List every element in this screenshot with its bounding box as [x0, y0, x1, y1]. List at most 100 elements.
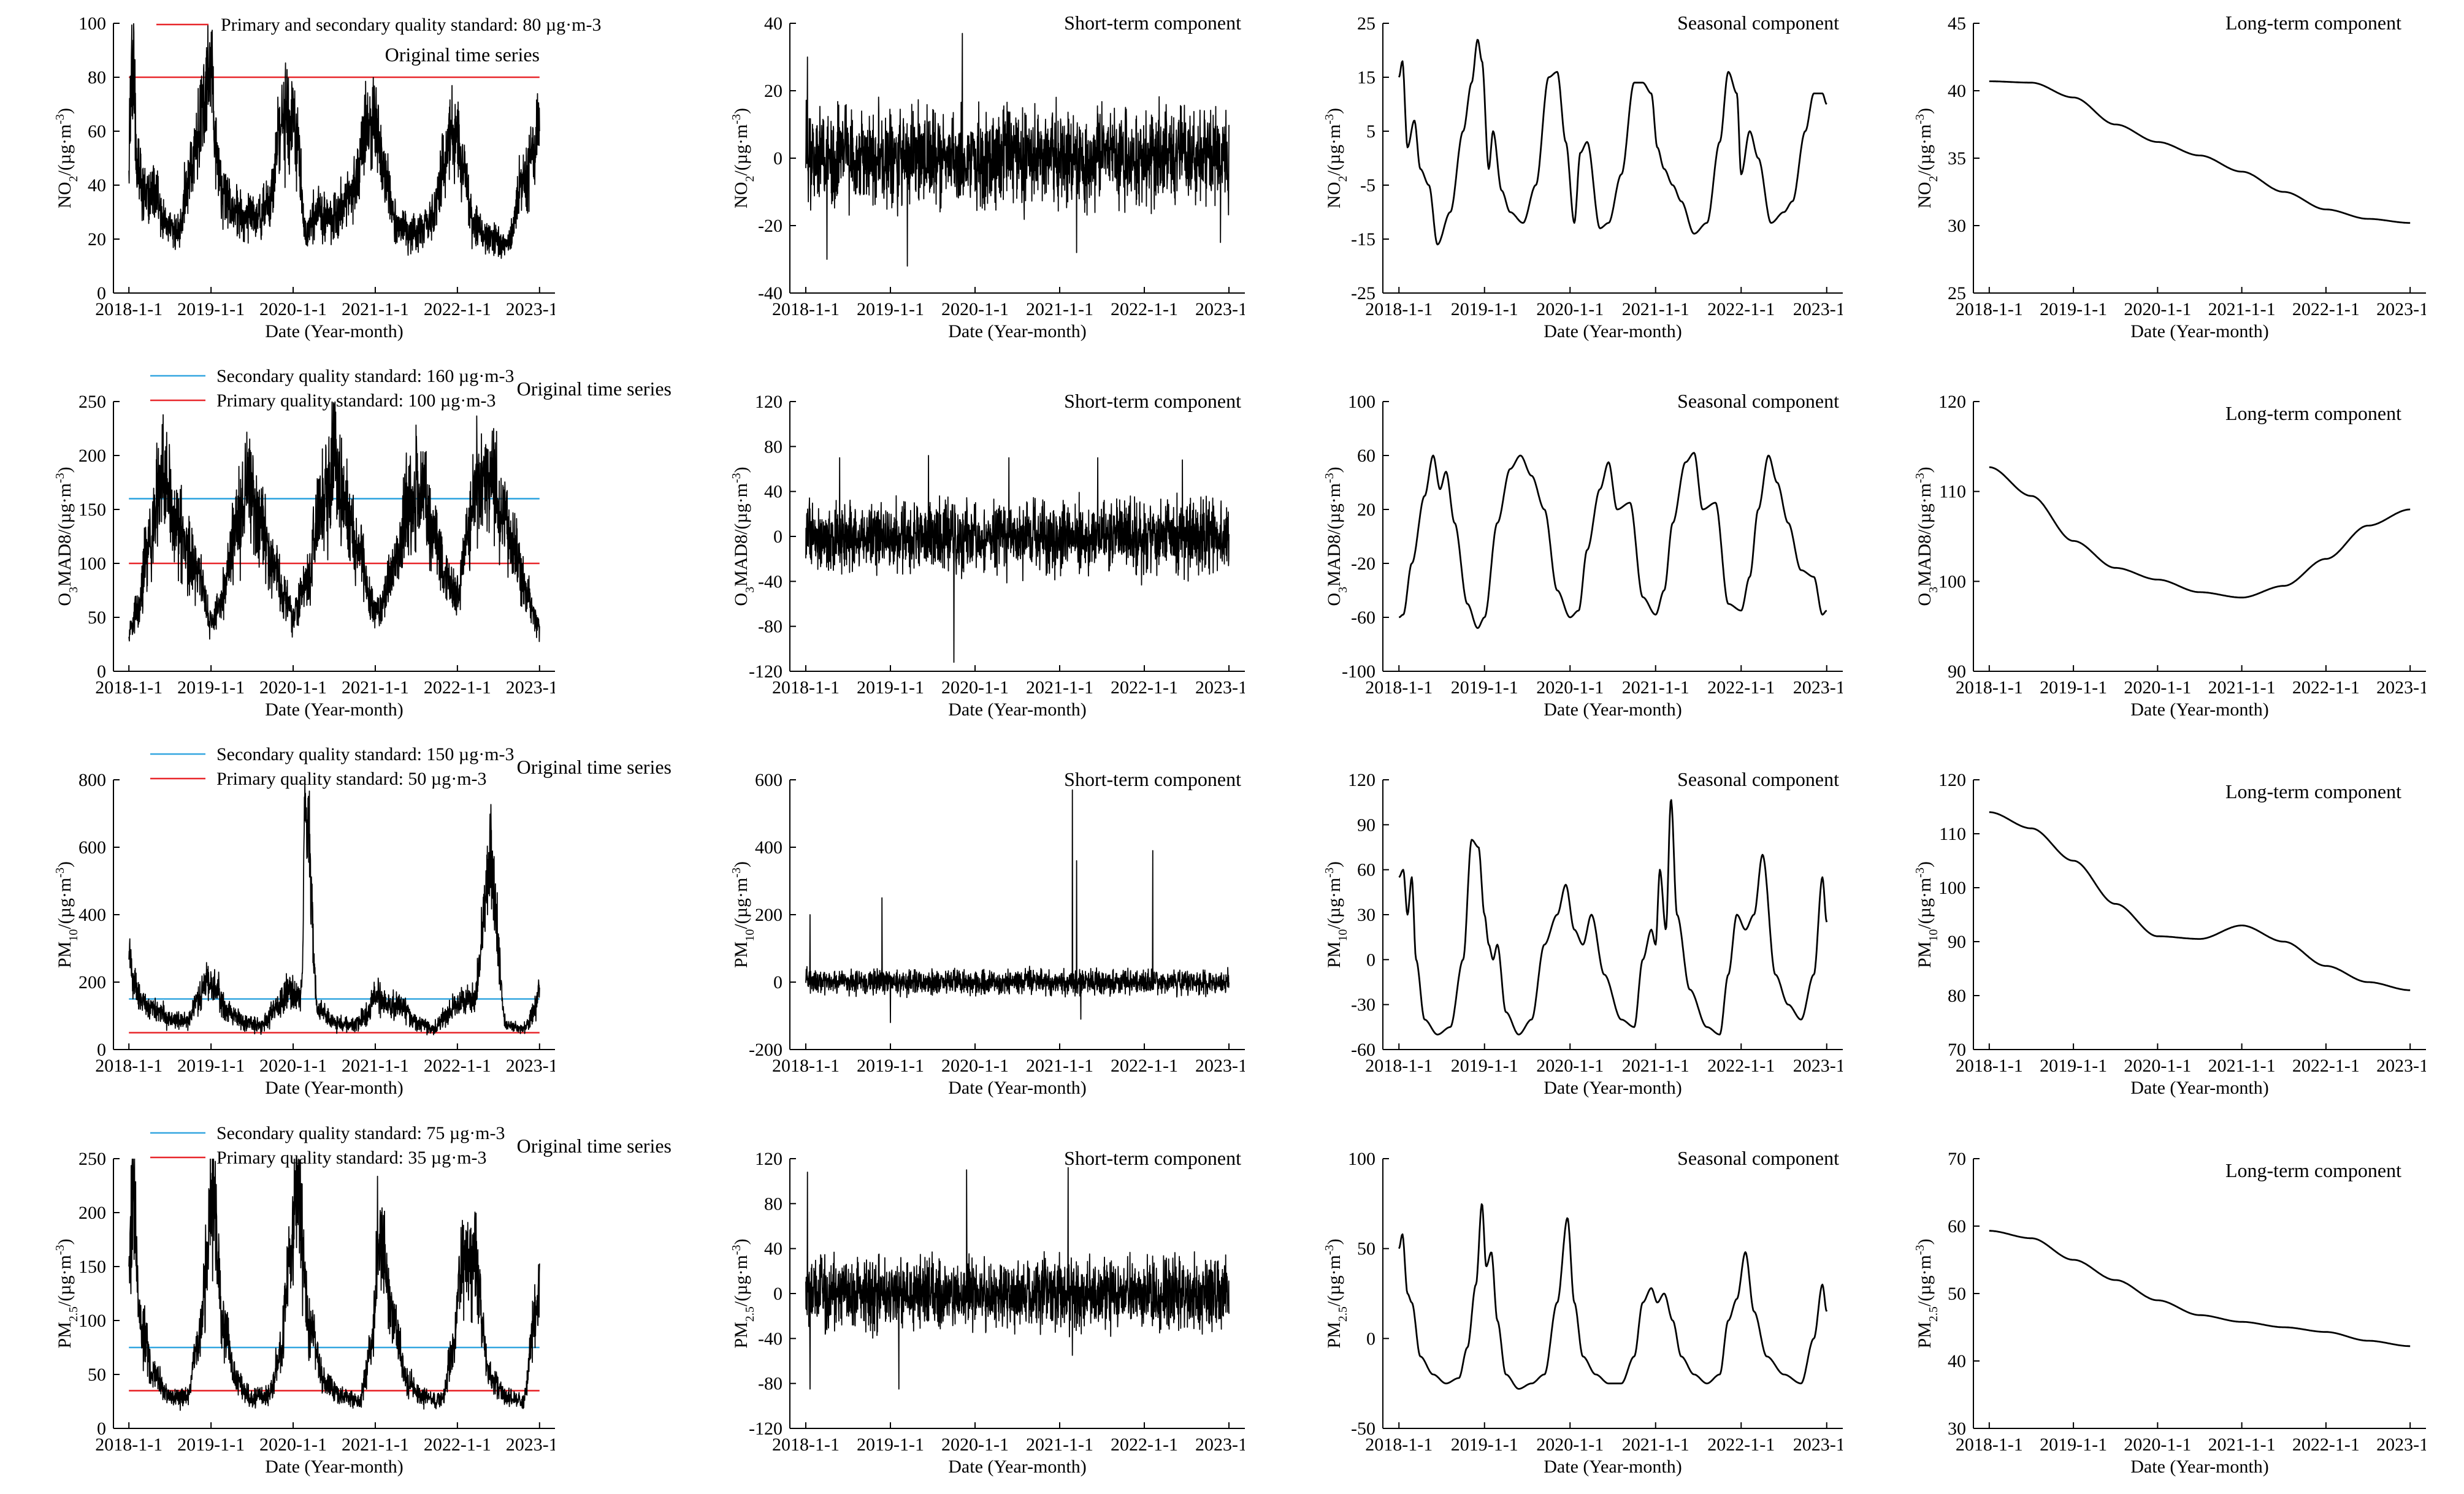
y-tick-label: 0	[1366, 1328, 1375, 1349]
plot-area	[1989, 811, 2411, 991]
x-tick-label: 2022-1-1	[424, 299, 491, 319]
x-tick-label: 2019-1-1	[2040, 299, 2107, 319]
x-tick-label: 2020-1-1	[941, 1435, 1009, 1455]
series-line	[1398, 452, 1827, 629]
x-tick-label: 2021-1-1	[342, 1056, 409, 1076]
x-tick-label: 2023-1-1	[506, 299, 573, 319]
x-tick-label: 2023-1-1	[506, 677, 573, 698]
y-tick-label: -50	[1351, 1419, 1375, 1439]
x-tick-label: 2020-1-1	[941, 677, 1009, 698]
legend-label-secondary: Secondary quality standard: 150 µg·m-3	[216, 744, 515, 764]
y-axis-label: NO2/(µg·m-3)	[1323, 108, 1350, 208]
panel-pm10-seasonal: -60 -30 0 30 60 90 120 2018-1-1 2019-1-1 2020-1-1…	[1323, 768, 1843, 1098]
y-tick-label: 0	[773, 527, 782, 547]
x-tick-label: 2022-1-1	[2292, 1435, 2360, 1455]
y-tick-label: 45	[1948, 13, 1966, 34]
y-tick-label: 200	[78, 1203, 106, 1223]
x-tick-label: 2023-1-1	[2376, 677, 2444, 698]
x-tick-label: 2023-1-1	[1793, 1435, 1861, 1455]
y-tick-label: -100	[1342, 661, 1375, 682]
y-tick-label: -15	[1351, 229, 1375, 250]
panel-o3-seasonal: -100 -60 -20 20 60 100 2018-1-1 2019-1-1 2020-1-…	[1323, 390, 1843, 720]
x-tick-label: 2018-1-1	[772, 1056, 840, 1076]
x-tick-label: 2021-1-1	[1622, 1435, 1689, 1455]
x-tick-label: 2021-1-1	[1622, 299, 1689, 319]
x-tick-label: 2019-1-1	[177, 677, 245, 698]
y-tick-label: 0	[773, 1284, 782, 1304]
x-tick-label: 2019-1-1	[2040, 1435, 2107, 1455]
x-tick-label: 2023-1-1	[506, 1435, 573, 1455]
legend-label-primary: Primary and secondary quality standard: …	[221, 15, 601, 35]
legend-label-primary: Primary quality standard: 100 µg·m-3	[216, 391, 496, 411]
series-line	[1989, 466, 2411, 599]
plot-area	[805, 32, 1230, 267]
y-tick-label: 400	[78, 905, 106, 925]
y-tick-label: -200	[749, 1040, 782, 1060]
y-tick-label: 15	[1357, 67, 1375, 88]
y-tick-label: 40	[764, 13, 782, 34]
y-tick-label: -60	[1351, 1040, 1375, 1060]
y-tick-label: 120	[755, 392, 782, 412]
x-tick-label: 2018-1-1	[772, 677, 840, 698]
x-tick-label: 2018-1-1	[1956, 1056, 2023, 1076]
x-tick-label: 2022-1-1	[1707, 1056, 1775, 1076]
y-tick-label: 150	[78, 1257, 106, 1277]
x-tick-label: 2018-1-1	[1365, 299, 1433, 319]
x-tick-label: 2023-1-1	[1195, 1435, 1263, 1455]
y-tick-label: 800	[78, 770, 106, 790]
y-tick-label: 100	[78, 13, 106, 34]
legend-label-primary: Primary quality standard: 50 µg·m-3	[216, 769, 487, 789]
series-line	[805, 455, 1230, 663]
x-tick-label: 2020-1-1	[259, 677, 327, 698]
y-tick-label: -80	[758, 617, 782, 637]
y-tick-label: 120	[1348, 770, 1375, 790]
y-tick-label: 0	[97, 1040, 106, 1060]
x-axis-label: Date (Year-month)	[948, 321, 1086, 341]
x-tick-label: 2020-1-1	[259, 1435, 327, 1455]
y-tick-label: 0	[97, 661, 106, 682]
x-axis-label: Date (Year-month)	[948, 1457, 1086, 1477]
y-tick-label: 250	[78, 1149, 106, 1169]
x-tick-label: 2020-1-1	[941, 1056, 1009, 1076]
legend-label-secondary: Secondary quality standard: 160 µg·m-3	[216, 366, 515, 386]
y-tick-label: 250	[78, 392, 106, 412]
legend-label-secondary: Secondary quality standard: 75 µg·m-3	[216, 1123, 505, 1143]
y-tick-label: 200	[78, 972, 106, 993]
y-tick-label: -80	[758, 1374, 782, 1394]
plot-area	[1989, 1230, 2411, 1347]
x-tick-label: 2022-1-1	[1707, 1435, 1775, 1455]
x-tick-label: 2019-1-1	[857, 1056, 924, 1076]
y-tick-label: 90	[1948, 661, 1966, 682]
y-tick-label: -30	[1351, 995, 1375, 1015]
x-axis-label: Date (Year-month)	[2130, 1078, 2268, 1098]
y-tick-label: 25	[1357, 13, 1375, 34]
x-axis-label: Date (Year-month)	[1544, 1078, 1682, 1098]
x-tick-label: 2020-1-1	[1536, 1056, 1604, 1076]
y-tick-label: 100	[1938, 571, 1966, 592]
chart-title: Short-term component	[1064, 12, 1241, 34]
y-axis-label: PM2.5/(µg·m-3)	[730, 1239, 757, 1349]
chart-title: Original time series	[517, 378, 671, 400]
chart-title: Seasonal component	[1677, 390, 1839, 412]
x-tick-label: 2023-1-1	[1195, 299, 1263, 319]
y-tick-label: 100	[78, 554, 106, 574]
series-line	[128, 402, 540, 642]
panel-o3-long: 90 100 110 120 2018-1-1 2019-1-1 2020-1-1 2021-…	[1913, 392, 2444, 720]
panel-no2-seasonal: -25 -15 -5 5 15 25 2018-1-1 2019-1-1 2020-1-1 202…	[1323, 12, 1843, 341]
plot-area	[128, 782, 540, 1035]
x-tick-label: 2021-1-1	[2208, 1056, 2276, 1076]
x-tick-label: 2019-1-1	[1451, 677, 1518, 698]
x-tick-label: 2019-1-1	[2040, 677, 2107, 698]
x-tick-label: 2021-1-1	[2208, 1435, 2276, 1455]
series-line	[1398, 39, 1827, 246]
y-tick-label: -120	[749, 1419, 782, 1439]
x-tick-label: 2018-1-1	[95, 677, 163, 698]
y-axis-label: PM10/(µg·m-3)	[1913, 861, 1940, 968]
x-tick-label: 2022-1-1	[2292, 299, 2360, 319]
x-tick-label: 2020-1-1	[2124, 1056, 2191, 1076]
series-line	[805, 32, 1230, 267]
series-line	[805, 1167, 1230, 1390]
y-axis-label: O3MAD8/(µg·m-3)	[1913, 467, 1940, 606]
plot-area	[128, 402, 540, 642]
series-line	[1989, 1230, 2411, 1347]
